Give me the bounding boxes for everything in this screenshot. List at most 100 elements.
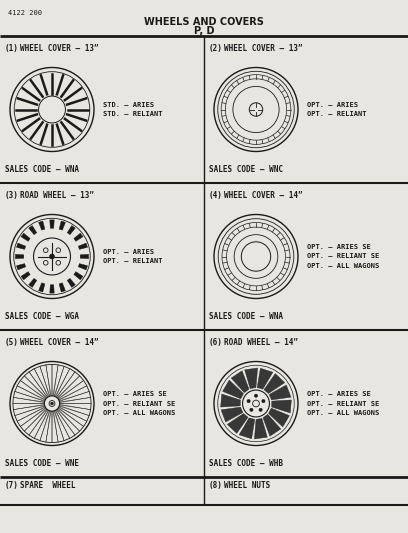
Polygon shape bbox=[50, 220, 54, 228]
Polygon shape bbox=[16, 254, 24, 259]
Circle shape bbox=[214, 214, 298, 298]
Polygon shape bbox=[264, 374, 285, 393]
Polygon shape bbox=[74, 272, 83, 280]
Text: 4122 200: 4122 200 bbox=[8, 10, 42, 16]
Text: (8): (8) bbox=[209, 481, 223, 490]
Text: OPT. — ALL WAGONS: OPT. — ALL WAGONS bbox=[103, 410, 175, 416]
Text: OPT. — ARIES: OPT. — ARIES bbox=[103, 249, 154, 255]
Polygon shape bbox=[221, 407, 243, 422]
Text: (3): (3) bbox=[5, 191, 19, 200]
Circle shape bbox=[243, 390, 269, 417]
Text: OPT. — RELIANT SE: OPT. — RELIANT SE bbox=[307, 400, 379, 407]
Text: OPT. — ARIES SE: OPT. — ARIES SE bbox=[103, 391, 167, 397]
Polygon shape bbox=[268, 408, 289, 427]
Text: (2): (2) bbox=[209, 44, 223, 53]
Polygon shape bbox=[78, 264, 87, 270]
Polygon shape bbox=[59, 221, 65, 230]
Text: OPT. — RELIANT: OPT. — RELIANT bbox=[307, 111, 366, 117]
Text: SALES CODE — WGA: SALES CODE — WGA bbox=[5, 312, 79, 321]
Polygon shape bbox=[39, 221, 45, 230]
Circle shape bbox=[43, 248, 48, 253]
Circle shape bbox=[39, 96, 65, 123]
Text: STD. — ARIES: STD. — ARIES bbox=[103, 102, 154, 108]
Text: (6): (6) bbox=[209, 338, 223, 347]
Text: WHEEL COVER — 14”: WHEEL COVER — 14” bbox=[224, 191, 303, 200]
Polygon shape bbox=[269, 385, 291, 400]
Text: WHEEL COVER — 13”: WHEEL COVER — 13” bbox=[224, 44, 303, 53]
Polygon shape bbox=[21, 233, 30, 241]
Polygon shape bbox=[67, 278, 75, 287]
Circle shape bbox=[241, 242, 271, 271]
Circle shape bbox=[262, 400, 265, 403]
Text: STD. — RELIANT: STD. — RELIANT bbox=[103, 111, 162, 117]
Circle shape bbox=[10, 214, 94, 298]
Circle shape bbox=[56, 261, 60, 265]
Text: OPT. — RELIANT: OPT. — RELIANT bbox=[103, 259, 162, 264]
Polygon shape bbox=[29, 278, 37, 287]
Text: WHEEL COVER — 13”: WHEEL COVER — 13” bbox=[20, 44, 99, 53]
Circle shape bbox=[259, 408, 262, 411]
Text: WHEEL COVER — 14”: WHEEL COVER — 14” bbox=[20, 338, 99, 347]
Polygon shape bbox=[16, 264, 26, 270]
Circle shape bbox=[234, 235, 278, 278]
Polygon shape bbox=[239, 418, 255, 439]
Circle shape bbox=[49, 254, 55, 259]
Text: OPT. — RELIANT SE: OPT. — RELIANT SE bbox=[103, 400, 175, 407]
Circle shape bbox=[253, 400, 259, 407]
Circle shape bbox=[33, 238, 71, 275]
Polygon shape bbox=[21, 272, 30, 280]
Circle shape bbox=[214, 361, 298, 446]
Circle shape bbox=[49, 401, 55, 407]
Text: OPT. — ALL WAGONS: OPT. — ALL WAGONS bbox=[307, 410, 379, 416]
Text: OPT. — ARIES: OPT. — ARIES bbox=[307, 102, 358, 108]
Circle shape bbox=[44, 396, 60, 411]
Circle shape bbox=[10, 361, 94, 446]
Text: (7): (7) bbox=[5, 481, 19, 490]
Text: SALES CODE — WNA: SALES CODE — WNA bbox=[209, 312, 283, 321]
Polygon shape bbox=[221, 394, 240, 407]
Text: SALES CODE — WHB: SALES CODE — WHB bbox=[209, 459, 283, 468]
Polygon shape bbox=[74, 233, 83, 241]
Text: P, D: P, D bbox=[194, 26, 214, 36]
Text: (5): (5) bbox=[5, 338, 19, 347]
Polygon shape bbox=[245, 368, 257, 389]
Text: WHEEL NUTS: WHEEL NUTS bbox=[224, 481, 270, 490]
Polygon shape bbox=[39, 283, 45, 292]
Text: SALES CODE — WNA: SALES CODE — WNA bbox=[5, 165, 79, 174]
Polygon shape bbox=[257, 368, 273, 389]
Polygon shape bbox=[227, 414, 248, 433]
Text: WHEELS AND COVERS: WHEELS AND COVERS bbox=[144, 17, 264, 27]
Circle shape bbox=[250, 408, 253, 411]
Text: (4): (4) bbox=[209, 191, 223, 200]
Text: SALES CODE — WNC: SALES CODE — WNC bbox=[209, 165, 283, 174]
Polygon shape bbox=[16, 243, 26, 249]
Circle shape bbox=[10, 68, 94, 151]
Circle shape bbox=[247, 400, 250, 403]
Polygon shape bbox=[29, 225, 37, 235]
Circle shape bbox=[56, 248, 60, 253]
Polygon shape bbox=[263, 414, 281, 436]
Text: SPARE  WHEEL: SPARE WHEEL bbox=[20, 481, 75, 490]
Polygon shape bbox=[78, 243, 87, 249]
Text: OPT. — RELIANT SE: OPT. — RELIANT SE bbox=[307, 254, 379, 260]
Circle shape bbox=[233, 86, 279, 133]
Polygon shape bbox=[231, 371, 249, 393]
Polygon shape bbox=[50, 285, 54, 293]
Text: SALES CODE — WNE: SALES CODE — WNE bbox=[5, 459, 79, 468]
Text: ROAD WHEEL — 13”: ROAD WHEEL — 13” bbox=[20, 191, 94, 200]
Circle shape bbox=[214, 68, 298, 151]
Circle shape bbox=[51, 402, 53, 405]
Text: OPT. — ARIES SE: OPT. — ARIES SE bbox=[307, 391, 371, 397]
Circle shape bbox=[255, 394, 257, 397]
Text: ROAD WHEEL — 14”: ROAD WHEEL — 14” bbox=[224, 338, 298, 347]
Polygon shape bbox=[80, 254, 89, 259]
Circle shape bbox=[249, 103, 263, 116]
Polygon shape bbox=[67, 225, 75, 235]
Circle shape bbox=[43, 261, 48, 265]
Text: OPT. — ALL WAGONS: OPT. — ALL WAGONS bbox=[307, 263, 379, 269]
Polygon shape bbox=[223, 380, 244, 399]
Polygon shape bbox=[272, 400, 291, 413]
Polygon shape bbox=[59, 283, 65, 292]
Text: (1): (1) bbox=[5, 44, 19, 53]
Text: OPT. — ARIES SE: OPT. — ARIES SE bbox=[307, 244, 371, 250]
